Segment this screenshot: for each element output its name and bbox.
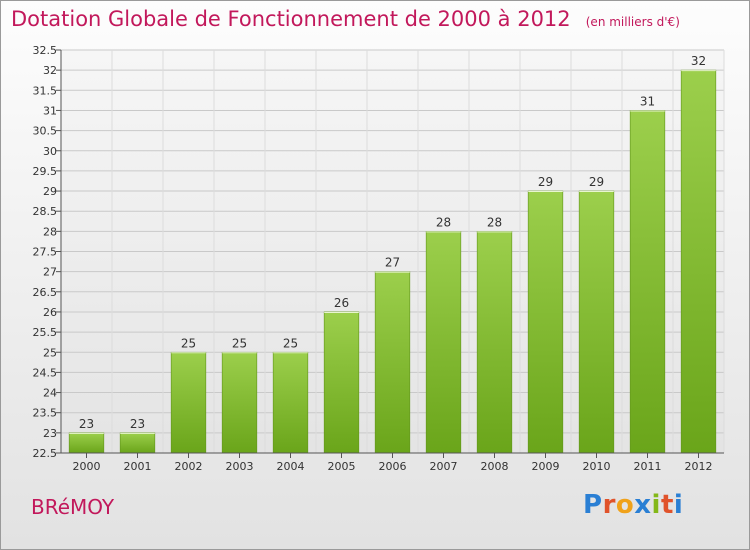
- y-tick-label: 29.5: [33, 165, 58, 178]
- chart-unit: (en milliers d'€): [585, 15, 680, 29]
- y-tick-label: 32: [43, 64, 57, 77]
- data-label-2009: 29: [538, 175, 553, 189]
- data-label-2002: 25: [181, 336, 196, 350]
- bar-2007: [425, 231, 462, 454]
- logo-letter: t: [660, 490, 674, 520]
- y-tick-label: 25.5: [33, 326, 58, 339]
- x-tick-label-2012: 2012: [685, 460, 713, 473]
- y-tick-label: 27: [43, 266, 57, 279]
- y-tick-label: 31: [43, 104, 57, 117]
- x-tick-label-2001: 2001: [124, 460, 152, 473]
- bar-2010: [578, 190, 615, 454]
- chart-title: Dotation Globale de Fonctionnement de 20…: [11, 7, 571, 31]
- bar-2009: [527, 190, 564, 454]
- x-tick-label-2004: 2004: [277, 460, 305, 473]
- y-tick-label: 23: [43, 427, 57, 440]
- data-label-2008: 28: [487, 215, 502, 229]
- title-row: Dotation Globale de Fonctionnement de 20…: [11, 7, 680, 31]
- data-label-2001: 23: [130, 417, 145, 431]
- x-tick-label-2011: 2011: [634, 460, 662, 473]
- data-label-2006: 27: [385, 256, 400, 270]
- bar-2005: [323, 311, 360, 454]
- data-label-2004: 25: [283, 336, 298, 350]
- logo-letter: P: [583, 490, 603, 520]
- data-label-2000: 23: [79, 417, 94, 431]
- logo-letter: o: [615, 490, 635, 520]
- x-tick-label-2002: 2002: [175, 460, 203, 473]
- data-label-2007: 28: [436, 215, 451, 229]
- logo-letter: i: [673, 490, 684, 520]
- y-tick-label: 24: [43, 387, 57, 400]
- axis-layer: 22.5 23 23.5 24 24.5 25 25.5 26 26.5 27 27.5 28 28.5…: [33, 44, 724, 473]
- proxiti-logo: Proxiti: [583, 490, 683, 520]
- bar-2006: [374, 271, 411, 454]
- bar-layer: 23 23 25 25 25 26 27 28 28 29 29 31 32: [68, 54, 717, 454]
- data-label-2012: 32: [691, 54, 706, 68]
- data-label-2005: 26: [334, 296, 349, 310]
- bar-2004: [272, 351, 309, 454]
- commune-name: BRéMOY: [31, 495, 115, 519]
- data-label-2003: 25: [232, 336, 247, 350]
- y-tick-label: 24.5: [33, 366, 58, 379]
- x-tick-label-2005: 2005: [328, 460, 356, 473]
- bar-2003: [221, 351, 258, 454]
- y-tick-label: 25: [43, 346, 57, 359]
- y-tick-label: 32.5: [33, 44, 58, 57]
- logo-letter: r: [602, 490, 616, 520]
- y-tick-label: 23.5: [33, 407, 58, 420]
- bar-2012: [680, 69, 717, 454]
- x-tick-label-2006: 2006: [379, 460, 407, 473]
- y-tick-label: 30: [43, 145, 57, 158]
- bar-2008: [476, 231, 513, 454]
- y-tick-label: 22.5: [33, 447, 58, 460]
- data-label-2010: 29: [589, 175, 604, 189]
- y-tick-label: 28: [43, 225, 57, 238]
- x-tick-label-2008: 2008: [481, 460, 509, 473]
- y-tick-label: 28.5: [33, 205, 58, 218]
- bar-2001: [119, 432, 156, 454]
- x-tick-label-2000: 2000: [73, 460, 101, 473]
- y-tick-label: 27.5: [33, 246, 58, 259]
- y-tick-label: 26.5: [33, 286, 58, 299]
- y-tick-label: 29: [43, 185, 57, 198]
- y-tick-label: 26: [43, 306, 57, 319]
- logo-letter: i: [651, 490, 661, 520]
- bar-2000: [68, 432, 105, 454]
- y-tick-label: 30.5: [33, 125, 58, 138]
- data-label-2011: 31: [640, 94, 655, 108]
- bar-2002: [170, 351, 207, 454]
- logo-letter: x: [634, 490, 652, 520]
- x-tick-label-2009: 2009: [532, 460, 560, 473]
- x-tick-label-2007: 2007: [430, 460, 458, 473]
- bar-2011: [629, 110, 666, 454]
- x-tick-label-2010: 2010: [583, 460, 611, 473]
- x-tick-label-2003: 2003: [226, 460, 254, 473]
- y-tick-label: 31.5: [33, 84, 58, 97]
